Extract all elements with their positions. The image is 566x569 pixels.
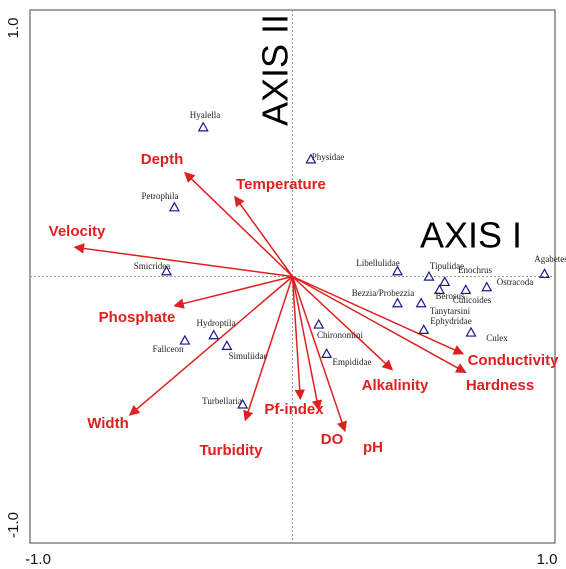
y-tick-label: -1.0 <box>5 512 22 538</box>
taxon-label: Enochrus <box>458 265 492 275</box>
taxon-label: Simuliidae <box>229 351 268 361</box>
taxon-marker <box>321 348 333 358</box>
vector-label: DO <box>321 431 344 448</box>
taxon-marker <box>160 265 173 276</box>
taxon-label: Turbellaria <box>202 396 242 406</box>
taxon-label: Ostracoda <box>497 277 533 287</box>
vector-arrow <box>234 195 294 277</box>
x-tick-label: 1.0 <box>537 551 558 568</box>
taxon-marker <box>465 326 477 337</box>
vector-label: Velocity <box>49 223 106 240</box>
vector-arrow <box>291 276 347 433</box>
taxon-marker <box>391 265 404 276</box>
taxon-label: Smicridea <box>134 261 171 271</box>
taxon-marker <box>168 201 180 212</box>
taxon-label: Tipulidae <box>430 261 464 271</box>
taxon-label: Tanytarsini <box>430 306 471 316</box>
x-axis-label: AXIS I <box>420 215 522 256</box>
vector-label: Depth <box>141 151 184 168</box>
taxon-marker <box>208 329 220 340</box>
y-axis-label: AXIS II <box>255 14 296 126</box>
taxon-label: Fallceon <box>153 344 184 354</box>
vector-label: Pf-index <box>264 401 324 418</box>
vector-label: Hardness <box>466 377 534 394</box>
vector-label: Alkalinity <box>362 377 429 394</box>
taxon-label: Hydroptila <box>197 318 236 328</box>
taxon-marker <box>313 318 325 329</box>
taxon-label: Culicoides <box>453 295 492 305</box>
taxon-label: Hyalella <box>190 110 221 120</box>
vector-label: Turbidity <box>199 442 263 459</box>
taxon-marker <box>197 121 209 132</box>
taxon-marker <box>423 270 435 281</box>
vector-arrow <box>292 275 467 374</box>
vector-label: Temperature <box>236 176 326 193</box>
taxon-marker <box>538 268 551 279</box>
taxon-label: Berosus <box>436 291 465 301</box>
taxon-marker <box>391 297 404 308</box>
vector-arrow <box>73 243 293 278</box>
taxon-label: Culex <box>486 333 508 343</box>
vector-arrow <box>243 276 294 422</box>
y-tick-label: 1.0 <box>5 18 22 39</box>
vector-label: Conductivity <box>468 352 559 369</box>
taxon-marker <box>221 340 233 350</box>
taxon-marker <box>418 324 430 334</box>
vector-arrow <box>173 275 293 309</box>
taxon-label: Petrophila <box>142 191 179 201</box>
taxon-label: Chironomini <box>317 330 364 340</box>
taxon-label: Agabetes <box>534 254 566 264</box>
x-tick-label: -1.0 <box>25 551 51 568</box>
taxon-marker <box>237 398 249 409</box>
taxon-marker <box>439 276 451 287</box>
taxon-marker <box>460 284 472 295</box>
taxon-label: Bezzia/Probezzia <box>352 288 414 298</box>
vector-arrow <box>184 171 294 278</box>
vector-label: Width <box>87 415 129 432</box>
taxon-marker <box>433 284 446 295</box>
taxon-label: Libellulidae <box>356 258 399 268</box>
taxon-label: Empididae <box>333 357 372 367</box>
taxon-marker <box>481 281 493 292</box>
vector-arrow <box>291 275 394 371</box>
taxon-label: Ephydridae <box>430 316 471 326</box>
taxon-marker <box>415 297 427 308</box>
taxon-marker <box>179 334 191 345</box>
taxon-marker <box>305 153 317 164</box>
vector-arrow <box>128 275 293 416</box>
taxon-label: Physidae <box>312 152 345 162</box>
vector-label: pH <box>363 439 383 456</box>
vector-arrow <box>291 276 306 401</box>
vector-arrow <box>291 276 323 411</box>
vector-arrow <box>292 275 465 355</box>
vector-label: Phosphate <box>99 309 176 326</box>
